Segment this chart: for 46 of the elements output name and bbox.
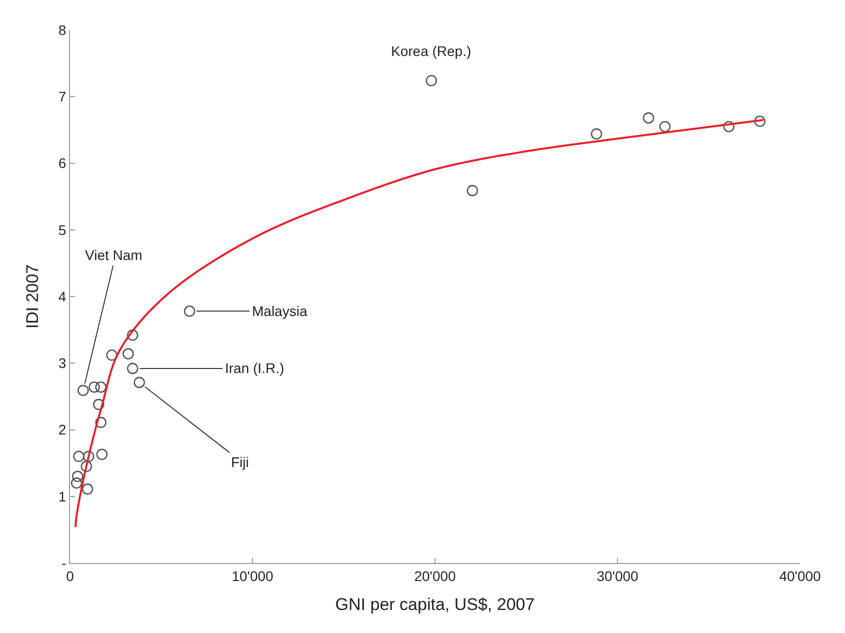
point bbox=[96, 448, 108, 460]
y-tick-label: 7 bbox=[58, 88, 66, 105]
point bbox=[73, 450, 84, 462]
point bbox=[184, 306, 196, 317]
point bbox=[95, 416, 106, 428]
annotation: Korea (Rep.) bbox=[391, 43, 472, 59]
annotation: Malaysia bbox=[252, 303, 308, 319]
point bbox=[723, 120, 734, 132]
point bbox=[754, 116, 766, 127]
point bbox=[590, 128, 602, 140]
point bbox=[70, 477, 82, 489]
y-tick-label: 4 bbox=[58, 288, 66, 304]
point bbox=[77, 384, 89, 396]
point bbox=[82, 483, 94, 495]
y-tick-label: 6 bbox=[58, 155, 66, 172]
x-tick-label: 20'000 bbox=[414, 568, 456, 584]
point bbox=[88, 381, 100, 393]
y-tick-label: 8 bbox=[58, 22, 66, 38]
y-tick-label: 1 bbox=[58, 488, 66, 504]
point bbox=[80, 460, 92, 472]
y-tick-label: 3 bbox=[58, 355, 66, 372]
point bbox=[82, 450, 94, 462]
x-tick-label: 0 bbox=[66, 568, 74, 584]
point bbox=[466, 184, 478, 196]
point bbox=[93, 398, 104, 410]
point bbox=[134, 376, 145, 388]
y-tick-label: - bbox=[62, 554, 67, 571]
x-tick-label: 10'000 bbox=[232, 568, 274, 584]
point bbox=[106, 349, 118, 361]
x-axis-title: GNI per capita, US$, 2007 bbox=[335, 595, 535, 614]
point bbox=[72, 470, 84, 482]
point bbox=[126, 329, 138, 341]
x-tick-label: 40'000 bbox=[779, 568, 822, 584]
annotation: Iran (I.R.) bbox=[225, 360, 284, 376]
point bbox=[126, 362, 138, 374]
point bbox=[426, 74, 437, 86]
point bbox=[95, 381, 106, 393]
annotation: Viet Nam bbox=[85, 247, 142, 263]
y-axis-title: IDI 2007 bbox=[22, 264, 42, 329]
x-tick-label: 30'000 bbox=[596, 568, 639, 584]
point bbox=[122, 348, 134, 360]
annotation: Fiji bbox=[231, 454, 249, 470]
y-tick-label: 2 bbox=[58, 422, 66, 438]
point bbox=[642, 112, 654, 124]
y-tick-label: 5 bbox=[58, 222, 66, 238]
point bbox=[659, 120, 671, 132]
